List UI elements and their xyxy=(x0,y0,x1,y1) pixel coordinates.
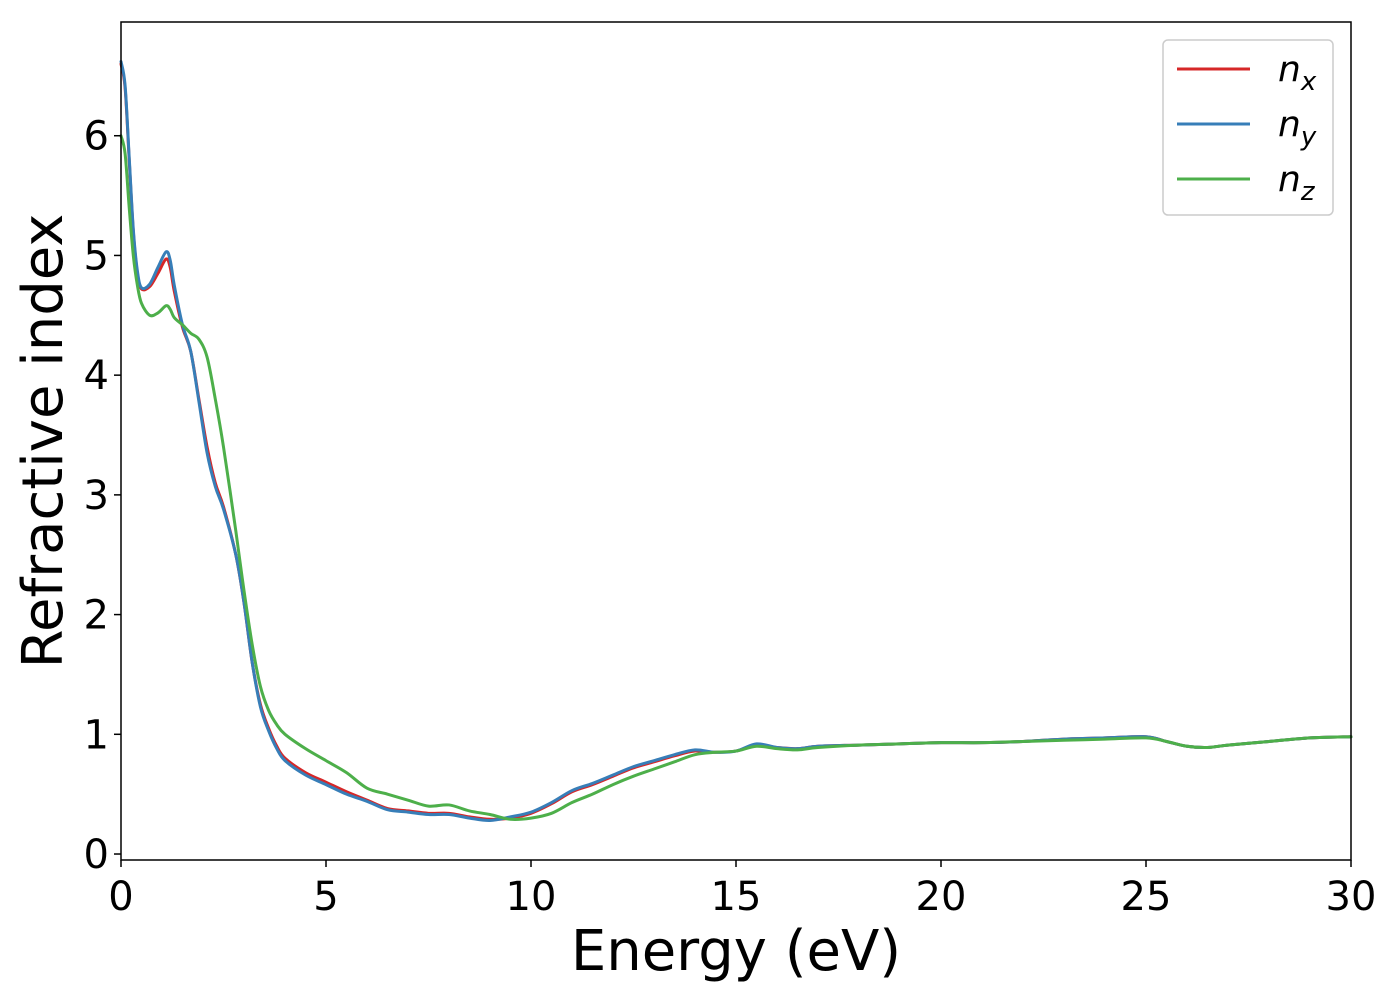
x-axis-title: Energy (eV) xyxy=(571,919,901,984)
y-tick-label: 6 xyxy=(84,114,109,160)
x-tick-label: 20 xyxy=(916,874,967,920)
y-tick-label: 2 xyxy=(84,593,109,639)
legend-label-nz: nz xyxy=(1278,159,1316,207)
x-tick-label: 30 xyxy=(1326,874,1377,920)
y-tick-label: 4 xyxy=(84,353,109,399)
y-tick-label: 1 xyxy=(84,712,109,758)
y-tick-label: 3 xyxy=(84,473,109,519)
y-tick-label: 0 xyxy=(84,832,109,878)
legend-label-ny: ny xyxy=(1278,104,1317,152)
x-tick-label: 0 xyxy=(108,874,133,920)
y-axis-title: Refractive index xyxy=(11,214,76,669)
x-tick-label: 25 xyxy=(1121,874,1172,920)
x-axis-ticks: 0 5 10 15 20 25 30 xyxy=(108,860,1376,920)
y-axis-ticks: 0 1 2 3 4 5 6 xyxy=(84,114,121,878)
x-tick-label: 5 xyxy=(313,874,338,920)
plot-background xyxy=(121,22,1351,860)
x-tick-label: 10 xyxy=(506,874,557,920)
legend-items: nx ny nz xyxy=(1177,49,1317,207)
y-tick-label: 5 xyxy=(84,233,109,279)
series-line-nz xyxy=(119,134,1353,822)
legend-box xyxy=(1162,39,1334,216)
legend-label-nx: nx xyxy=(1278,49,1317,97)
legend: nx ny nz xyxy=(1162,39,1334,216)
x-tick-label: 15 xyxy=(711,874,762,920)
series-layer xyxy=(119,60,1353,822)
